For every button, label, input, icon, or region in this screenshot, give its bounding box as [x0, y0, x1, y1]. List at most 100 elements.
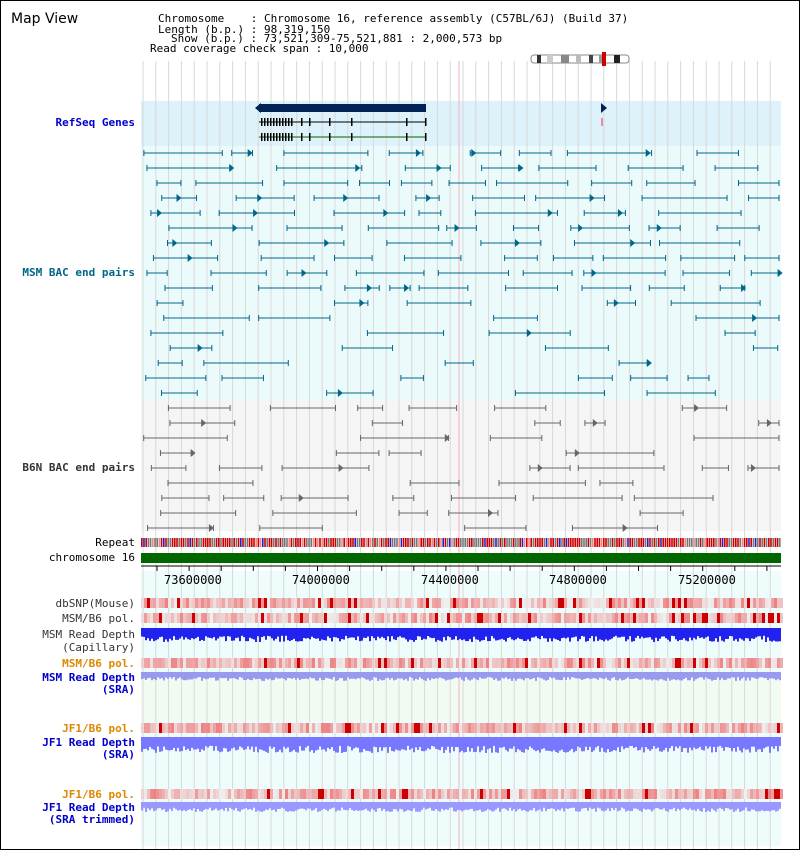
jf1-b6-pol-cell — [675, 723, 678, 733]
msm-b6-pol-cell — [348, 613, 351, 623]
msm-b6-pol2-cell — [411, 658, 414, 668]
msm-capillary-depth-bar — [709, 628, 711, 642]
jf1-trimmed-depth-bar — [145, 802, 147, 812]
msm-sra-depth-bar — [417, 672, 419, 680]
jf1-b6-pol2-cell — [270, 789, 273, 799]
repeat-element — [233, 538, 235, 547]
msm-b6-pol2-cell — [261, 658, 264, 668]
msm-sra-depth-bar — [163, 672, 165, 681]
msm-b6-pol2-cell — [288, 658, 291, 668]
jf1-trimmed-depth-bar — [495, 802, 497, 810]
jf1-sra-depth-bar — [355, 737, 357, 748]
jf1-sra-depth-bar — [161, 737, 163, 752]
msm-sra-depth-bar — [263, 672, 265, 681]
msm-capillary-depth-bar — [435, 628, 437, 642]
jf1-trimmed-depth-bar — [561, 802, 563, 809]
track-label-refseq-genes[interactable]: RefSeq Genes — [55, 116, 135, 129]
track-label-b6n-bac[interactable]: B6N BAC end pairs — [22, 461, 135, 474]
msm-b6-pol-cell — [525, 613, 528, 623]
jf1-b6-pol2-cell — [540, 789, 543, 799]
msm-sra-depth-bar — [291, 672, 293, 679]
jf1-trimmed-depth-bar — [619, 802, 621, 811]
refseq-exon — [291, 133, 293, 141]
repeat-element — [752, 538, 755, 547]
jf1-b6-pol2-cell — [681, 789, 684, 799]
jf1-b6-pol-cell — [657, 723, 660, 733]
jf1-b6-pol-cell — [240, 723, 243, 733]
msm-b6-pol-cell — [450, 613, 453, 623]
msm-sra-depth-bar — [361, 672, 363, 678]
jf1-b6-pol2-cell — [303, 789, 306, 799]
repeat-element — [394, 538, 396, 547]
jf1-b6-pol2-cell — [225, 789, 228, 799]
dbsnp-cell — [717, 598, 720, 608]
msm-b6-pol2-cell — [312, 658, 315, 668]
msm-b6-pol-cell — [753, 613, 756, 623]
jf1-sra-depth-bar — [421, 737, 423, 752]
refseq-exon — [282, 133, 284, 141]
jf1-b6-pol-cell — [261, 723, 264, 733]
dbsnp-cell — [678, 598, 681, 608]
jf1-trimmed-depth-bar — [467, 802, 469, 811]
dbsnp-cell — [330, 598, 333, 608]
msm-capillary-depth-bar — [603, 628, 605, 642]
msm-b6-pol-cell — [306, 613, 309, 623]
msm-capillary-depth-bar — [237, 628, 239, 638]
repeat-element — [475, 538, 477, 547]
jf1-b6-pol-cell — [369, 723, 372, 733]
jf1-b6-pol-cell — [774, 723, 777, 733]
msm-capillary-depth-bar — [767, 628, 769, 638]
jf1-trimmed-depth-bar — [205, 802, 207, 809]
repeat-element — [416, 538, 418, 547]
msm-capillary-depth-bar — [487, 628, 489, 642]
refseq-arrow — [601, 103, 607, 113]
jf1-sra-depth-bar — [309, 737, 311, 752]
jf1-b6-pol-cell — [480, 723, 483, 733]
msm-b6-pol-cell — [225, 613, 228, 623]
msm-capillary-depth-bar — [595, 628, 597, 637]
jf1-sra-depth-bar — [251, 737, 253, 747]
repeat-element — [526, 538, 528, 547]
msm-capillary-depth-bar — [295, 628, 297, 642]
msm-b6-pol-cell — [600, 613, 603, 623]
track-label-msm-bac[interactable]: MSM BAC end pairs — [22, 266, 135, 279]
jf1-sra-depth-bar — [457, 737, 459, 748]
jf1-sra-depth-bar — [537, 737, 539, 751]
jf1-sra-depth-bar — [725, 737, 727, 748]
axis-tick-label: 73600000 — [164, 573, 222, 587]
jf1-b6-pol-cell — [306, 723, 309, 733]
repeat-element — [631, 538, 634, 547]
msm-capillary-depth-bar — [199, 628, 201, 641]
repeat-element — [211, 538, 213, 547]
msm-capillary-depth-bar — [567, 628, 569, 638]
jf1-trimmed-depth-bar — [307, 802, 309, 809]
msm-b6-pol-cell — [315, 613, 318, 623]
repeat-element — [561, 538, 563, 547]
repeat-element — [552, 538, 554, 547]
jf1-b6-pol2-cell — [669, 789, 672, 799]
msm-capillary-depth-bar — [193, 628, 195, 640]
jf1-trimmed-depth-bar — [257, 802, 259, 811]
jf1-sra-depth-bar — [477, 737, 479, 747]
repeat-element — [259, 538, 262, 547]
jf1-b6-pol2-cell — [510, 789, 513, 799]
msm-b6-pol-cell — [222, 613, 225, 623]
jf1-sra-depth-bar — [481, 737, 483, 751]
jf1-sra-depth-bar — [591, 737, 593, 753]
jf1-b6-pol-cell — [654, 723, 657, 733]
msm-b6-pol-cell — [234, 613, 237, 623]
jf1-b6-pol-cell — [276, 723, 279, 733]
msm-sra-depth-bar — [555, 672, 557, 680]
msm-sra-depth-bar — [155, 672, 157, 681]
jf1-sra-depth-bar — [379, 737, 381, 748]
jf1-sra-depth-bar — [371, 737, 373, 753]
jf1-b6-pol2-cell — [552, 789, 555, 799]
jf1-sra-depth-bar — [447, 737, 449, 747]
jf1-b6-pol-cell — [225, 723, 228, 733]
jf1-b6-pol2-cell — [735, 789, 738, 799]
jf1-sra-depth-bar — [179, 737, 181, 752]
msm-b6-pol2-cell — [588, 658, 591, 668]
dbsnp-cell — [567, 598, 570, 608]
msm-sra-depth-bar — [161, 672, 163, 679]
